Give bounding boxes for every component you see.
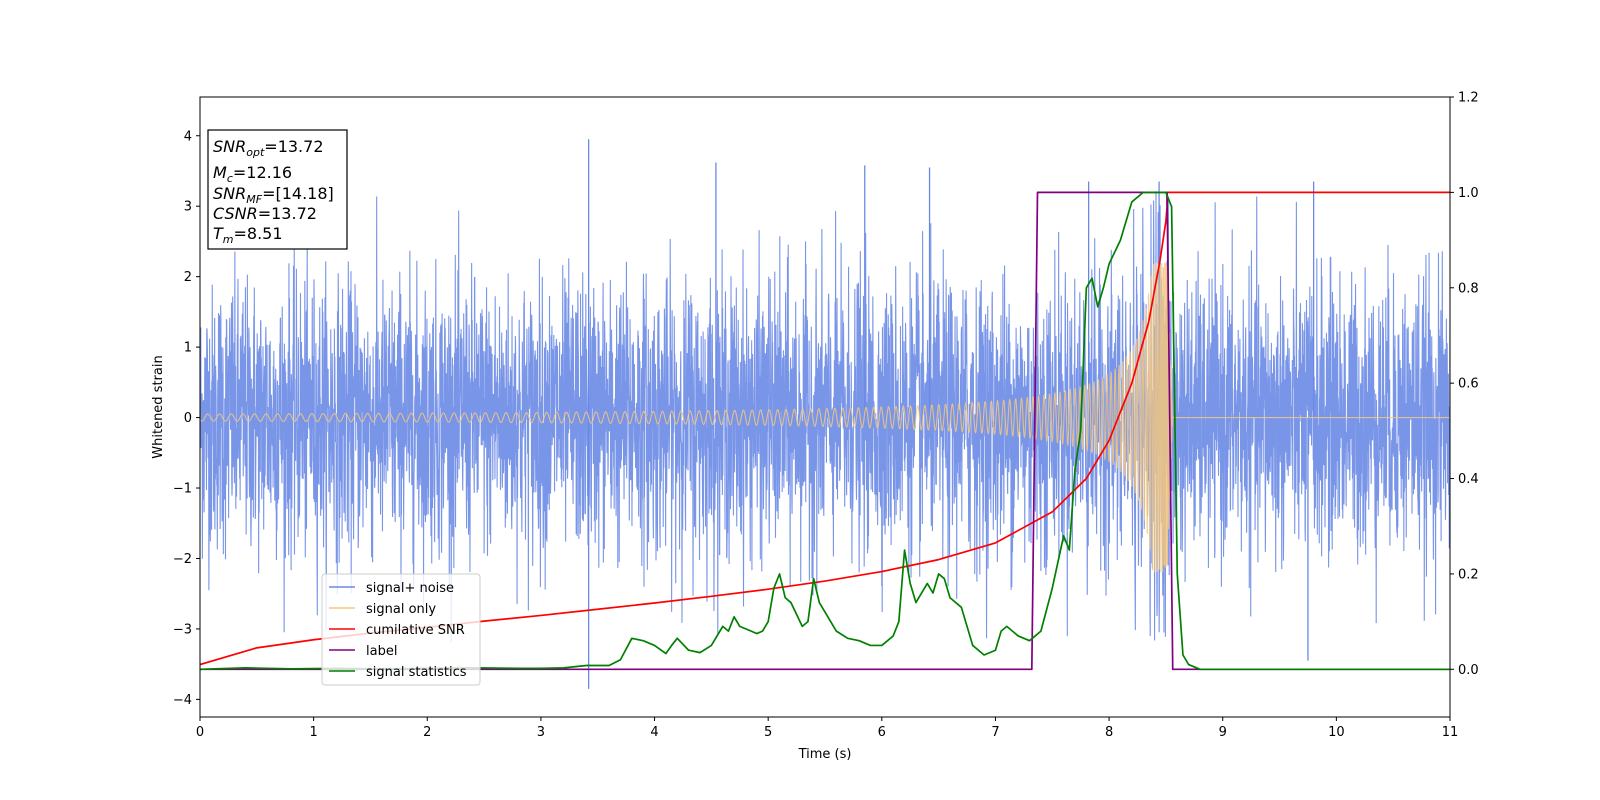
- x-tick-label: 11: [1442, 725, 1459, 740]
- legend-label-signal-statistics: signal statistics: [366, 665, 467, 680]
- legend-entry-signal-noise: signal+ noise: [329, 581, 454, 596]
- ticks-layer: 0 1 2 3 4 5 6 7 8 9 10 11 −4 −3 −2 −1 0 1 2 3 4 0.0 0.2 0.4 0.6 0…: [173, 91, 1479, 741]
- series-signal-noise-line: [200, 191, 1450, 643]
- legend-entry-cumulative-snr: cumilative SNR: [329, 623, 465, 638]
- x-tick-label: 7: [991, 725, 999, 740]
- x-tick-label: 10: [1328, 725, 1345, 740]
- series-signal-statistics-line: [200, 191, 1450, 671]
- y-left-tick-label: −3: [173, 622, 192, 637]
- legend-entry-signal-only: signal only: [329, 602, 436, 617]
- y-left-tick-label: 2: [184, 270, 192, 285]
- series-layer: [200, 139, 1450, 689]
- x-tick-label: 3: [537, 725, 545, 740]
- annotation-frame: [207, 129, 348, 250]
- y-right-tick-label: 0.6: [1458, 377, 1479, 392]
- y-axis-label: Whitened strain: [151, 355, 166, 458]
- y-right-tick-label: 1.2: [1458, 91, 1479, 106]
- x-tick-label: 8: [1105, 725, 1113, 740]
- x-tick-label: 6: [878, 725, 886, 740]
- x-tick-label: 0: [196, 725, 204, 740]
- y-left-tick-label: −4: [173, 693, 192, 708]
- x-tick-label: 5: [764, 725, 772, 740]
- series-signal-only-line: [200, 262, 1450, 573]
- y-right-tick-label: 0.0: [1458, 663, 1479, 678]
- legend-entry-label: label: [329, 644, 397, 659]
- legend-frame: [321, 573, 481, 686]
- x-axis-label: Time (s): [798, 747, 852, 762]
- x-tick-label: 4: [650, 725, 658, 740]
- annotation-csnr: CSNR=13.72: [213, 204, 317, 223]
- annotation-box: SNRopt=13.72 Mc=12.16 SNRMF=[14.18] CSNR…: [207, 129, 348, 250]
- plot-frame: [199, 96, 1451, 718]
- y-right-tick-label: 1.0: [1458, 186, 1479, 201]
- y-right-tick-label: 0.2: [1458, 567, 1479, 582]
- annotation-snr-mf: SNRMF=[14.18]: [213, 184, 334, 206]
- annotation-snr-opt: SNRopt=13.72: [213, 137, 324, 159]
- y-left-tick-label: −1: [173, 482, 192, 497]
- legend-label-label: label: [366, 644, 397, 659]
- legend-entry-signal-statistics: signal statistics: [329, 665, 467, 680]
- legend-label-signal-noise: signal+ noise: [366, 581, 454, 596]
- legend-label-cumulative-snr: cumilative SNR: [366, 623, 465, 638]
- y-left-tick-label: −2: [173, 552, 192, 567]
- annotation-mc: Mc=12.16: [213, 163, 292, 185]
- y-right-tick-label: 0.8: [1458, 281, 1479, 296]
- legend: signal+ noise signal only cumilative SNR…: [321, 573, 481, 686]
- y-left-tick-label: 0: [184, 411, 192, 426]
- legend-label-signal-only: signal only: [366, 602, 436, 617]
- x-tick-label: 9: [1219, 725, 1227, 740]
- y-right-tick-label: 0.4: [1458, 472, 1479, 487]
- x-tick-label: 2: [423, 725, 431, 740]
- y-left-tick-label: 1: [184, 341, 192, 356]
- annotation-tm: Tm=8.51: [213, 224, 283, 246]
- y-left-tick-label: 4: [184, 129, 192, 144]
- x-tick-label: 1: [309, 725, 317, 740]
- y-left-tick-label: 3: [184, 200, 192, 215]
